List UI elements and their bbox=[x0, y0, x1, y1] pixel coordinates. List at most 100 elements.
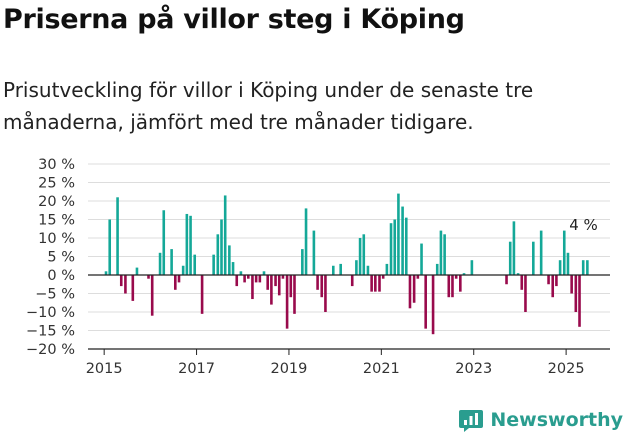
y-tick-label: 10 % bbox=[38, 231, 75, 247]
newsworthy-logo: Newsworthy bbox=[458, 407, 623, 433]
bar bbox=[174, 275, 177, 290]
bar bbox=[124, 275, 127, 294]
x-tick-label: 2015 bbox=[86, 361, 123, 377]
bar bbox=[381, 275, 385, 279]
bar bbox=[185, 213, 189, 275]
bar bbox=[586, 260, 589, 275]
bar bbox=[243, 275, 246, 283]
bar bbox=[581, 260, 585, 275]
y-tick-label: −15 % bbox=[26, 324, 75, 340]
bar bbox=[266, 275, 269, 290]
bar bbox=[378, 275, 381, 292]
bar bbox=[254, 275, 258, 283]
bar bbox=[358, 238, 362, 275]
x-tick-label: 2021 bbox=[363, 361, 400, 377]
bar bbox=[532, 241, 535, 275]
bar bbox=[516, 273, 520, 275]
bar bbox=[574, 275, 578, 312]
bar bbox=[397, 193, 400, 275]
bar bbox=[424, 275, 427, 329]
bar bbox=[508, 241, 512, 275]
bar bbox=[435, 263, 439, 275]
bars bbox=[104, 193, 589, 335]
bar bbox=[150, 275, 154, 316]
bar bbox=[439, 230, 443, 275]
bar bbox=[393, 219, 397, 275]
bar bbox=[147, 275, 150, 279]
bar bbox=[277, 275, 281, 296]
bar bbox=[362, 234, 366, 275]
bar bbox=[539, 230, 543, 275]
y-tick-label: −10 % bbox=[26, 305, 75, 321]
bar bbox=[116, 197, 119, 275]
bar bbox=[301, 249, 304, 275]
y-tick-label: 5 % bbox=[47, 250, 75, 266]
bar bbox=[119, 275, 123, 287]
bar bbox=[551, 275, 555, 298]
bar bbox=[431, 275, 435, 335]
bar bbox=[258, 275, 262, 283]
bar bbox=[339, 263, 342, 275]
y-tick-label: −20 % bbox=[26, 342, 75, 358]
bar bbox=[270, 275, 273, 305]
bar bbox=[193, 254, 197, 275]
bar bbox=[135, 267, 139, 275]
x-tick-label: 2017 bbox=[178, 361, 215, 377]
chart-title: Priserna på villor steg i Köping bbox=[3, 4, 465, 35]
y-tick-label: 25 % bbox=[38, 176, 75, 192]
bar bbox=[108, 219, 112, 275]
bar bbox=[566, 252, 570, 275]
bar bbox=[212, 254, 215, 275]
bar bbox=[505, 275, 508, 285]
y-tick-label: 0 % bbox=[47, 268, 75, 284]
bar bbox=[220, 219, 223, 275]
bar bbox=[520, 275, 524, 290]
bar bbox=[281, 275, 285, 279]
bar bbox=[181, 265, 185, 275]
y-tick-label: 15 % bbox=[38, 213, 75, 229]
bar bbox=[562, 230, 566, 275]
bar bbox=[235, 275, 239, 287]
bar bbox=[547, 275, 550, 285]
bar bbox=[555, 275, 558, 287]
bar bbox=[389, 223, 393, 275]
y-tick-label: 20 % bbox=[38, 194, 75, 210]
bar bbox=[200, 275, 204, 314]
bar bbox=[454, 275, 458, 279]
bar bbox=[223, 195, 227, 275]
bar bbox=[316, 275, 319, 290]
bar bbox=[350, 275, 354, 287]
bar bbox=[462, 273, 466, 275]
bar bbox=[162, 210, 166, 275]
bar bbox=[285, 275, 289, 329]
bar bbox=[158, 252, 162, 275]
bar bbox=[293, 275, 296, 314]
bar bbox=[177, 275, 181, 283]
bar bbox=[262, 271, 266, 275]
bar bbox=[443, 234, 446, 275]
bar bbox=[401, 206, 404, 275]
bar bbox=[451, 275, 454, 298]
bar bbox=[459, 275, 462, 292]
bar bbox=[231, 262, 235, 275]
x-tick-label: 2025 bbox=[548, 361, 585, 377]
bar bbox=[331, 265, 335, 275]
bar bbox=[251, 275, 254, 300]
bar bbox=[578, 275, 581, 327]
bar bbox=[404, 217, 408, 275]
newsworthy-logo-icon bbox=[459, 410, 484, 432]
bar bbox=[289, 275, 293, 298]
bar bbox=[570, 275, 573, 294]
bar bbox=[524, 275, 527, 312]
bar bbox=[239, 271, 243, 275]
bar bbox=[512, 221, 516, 275]
bar bbox=[408, 275, 412, 309]
bar bbox=[385, 263, 389, 275]
bar bbox=[374, 275, 377, 292]
bar bbox=[274, 275, 277, 287]
bar bbox=[355, 260, 358, 275]
bar bbox=[189, 215, 192, 275]
bar bbox=[216, 234, 220, 275]
bar bbox=[104, 271, 108, 275]
